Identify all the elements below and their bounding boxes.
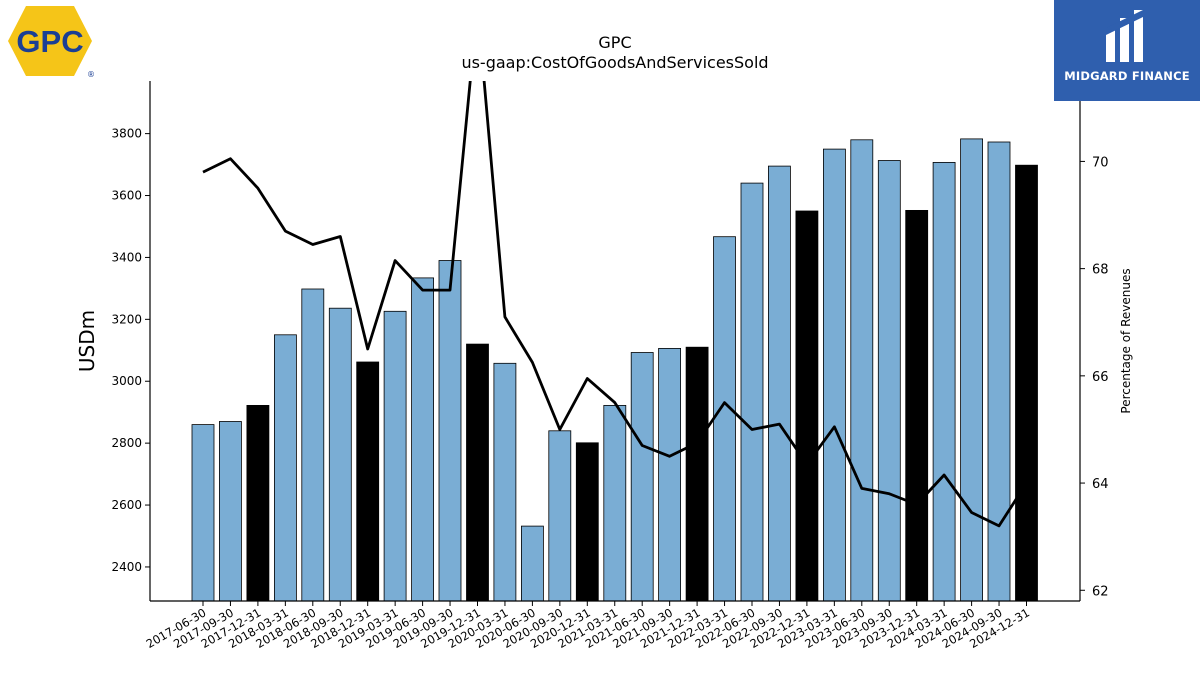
bar-2018-03-31 <box>273 334 297 602</box>
bar-2024-12-31 <box>1015 164 1038 602</box>
bar-2021-06-30 <box>630 352 654 602</box>
y2-tick-label: 68 <box>1092 263 1109 278</box>
bar-2021-03-31 <box>603 404 627 602</box>
x-axis-ticks: 2017-06-302017-09-302017-12-312018-03-31… <box>144 601 1032 651</box>
bar-2023-03-31 <box>823 148 846 602</box>
bar-2023-12-31 <box>905 209 929 602</box>
y2-axis-label: Percentage of Revenues <box>1119 268 1133 413</box>
y-tick-label: 3600 <box>111 189 142 203</box>
midgard-emblem-icon <box>1106 10 1143 62</box>
y-tick-label: 2600 <box>111 498 142 512</box>
midgard-finance-text: MIDGARD FINANCE <box>1064 69 1190 83</box>
y-tick-label: 3200 <box>111 312 142 326</box>
y-axis-label: USDm <box>75 310 99 372</box>
y2-tick-label: 66 <box>1092 370 1109 385</box>
midgard-finance-logo: MIDGARD FINANCE <box>1054 0 1200 101</box>
bar-2017-12-31 <box>246 404 270 602</box>
bar-group <box>191 138 1038 602</box>
registered-mark: ® <box>87 70 95 79</box>
line-group <box>202 81 1028 528</box>
chart-subtitle: us-gaap:CostOfGoodsAndServicesSold <box>461 53 768 72</box>
y2-tick-label: 62 <box>1092 584 1109 599</box>
bar-2021-09-30 <box>658 347 681 602</box>
bar-2024-06-30 <box>960 138 983 602</box>
percentage-line <box>202 81 1028 528</box>
bar-2023-09-30 <box>877 160 901 602</box>
bar-2020-06-30 <box>521 525 544 602</box>
bar-2022-12-31 <box>795 210 819 602</box>
y2-tick-label: 70 <box>1092 155 1109 170</box>
bar-2022-03-31 <box>713 236 736 602</box>
y-axis-ticks: 2400 2600 2800 3000 3200 3400 3600 3800 <box>111 127 150 574</box>
y2-tick-label: 64 <box>1092 477 1109 492</box>
y-tick-label: 2400 <box>111 560 142 574</box>
bar-2017-09-30 <box>218 421 242 602</box>
chart-title: GPC <box>598 33 631 52</box>
bar-2020-09-30 <box>548 430 572 602</box>
bar-2021-12-31 <box>685 346 709 602</box>
y-tick-label: 2800 <box>111 436 142 450</box>
bar-2024-09-30 <box>987 141 1011 602</box>
gpc-logo-text: GPC <box>16 24 83 59</box>
bar-2022-09-30 <box>768 165 791 602</box>
y-tick-label: 3800 <box>111 127 142 141</box>
y-tick-label: 3400 <box>111 250 142 264</box>
y2-axis-ticks: 62 64 66 68 70 <box>1080 155 1109 599</box>
bar-2018-12-31 <box>356 361 380 602</box>
bar-2020-03-31 <box>493 362 517 602</box>
bar-2019-06-30 <box>411 277 435 602</box>
bar-2018-06-30 <box>301 288 325 602</box>
bar-2019-09-30 <box>438 260 462 602</box>
bar-2020-12-31 <box>575 442 599 602</box>
bar-2023-06-30 <box>850 139 874 602</box>
gpc-logo: GPC ® <box>4 4 96 79</box>
y-tick-label: 3000 <box>111 374 142 388</box>
bar-2024-03-31 <box>932 161 956 602</box>
bar-2017-06-30 <box>191 424 215 602</box>
bar-2018-09-30 <box>328 307 352 602</box>
bar-2022-06-30 <box>740 182 764 602</box>
bar-2019-12-31 <box>466 343 489 602</box>
bar-2019-03-31 <box>383 310 407 602</box>
